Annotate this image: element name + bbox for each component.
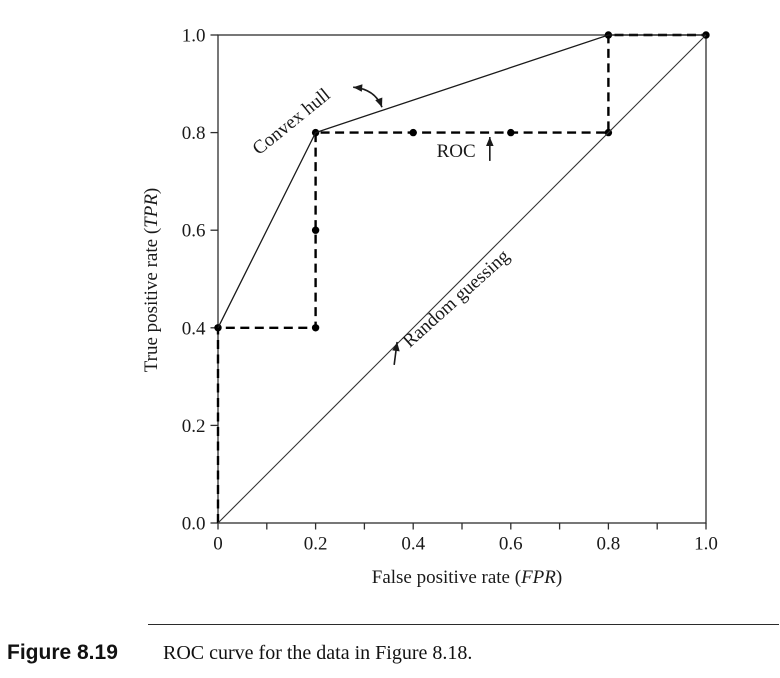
y-tick-label: 0.8 <box>182 123 206 144</box>
data-point-marker <box>409 128 417 137</box>
y-axis-title: True positive rate (TPR) <box>141 188 162 373</box>
y-tick-label: 1.0 <box>182 26 206 47</box>
arrowhead <box>353 84 363 92</box>
arrowhead <box>392 341 400 352</box>
x-tick-label: 0.8 <box>597 534 621 555</box>
y-tick-label: 0.2 <box>182 416 206 437</box>
series-random-guessing <box>217 34 707 524</box>
x-tick-label: 1.0 <box>694 534 718 555</box>
roc-label: ROC <box>437 141 476 162</box>
figure-caption-text: ROC curve for the data in Figure 8.18. <box>163 642 473 664</box>
y-tick-label: 0.4 <box>182 318 206 339</box>
series-convex-hull <box>217 34 706 329</box>
caption-divider <box>148 624 779 625</box>
arrowhead <box>375 97 383 108</box>
data-point-marker <box>507 128 515 137</box>
x-tick-label: 0.6 <box>499 534 523 555</box>
y-tick-label: 0.0 <box>182 514 206 535</box>
figure-caption: Figure 8.19 ROC curve for the data in Fi… <box>0 641 780 671</box>
x-tick-label: 0 <box>213 534 223 555</box>
figure-caption-label: Figure 8.19 <box>7 641 118 664</box>
x-tick-label: 0.2 <box>304 534 328 555</box>
arrowhead <box>486 136 494 146</box>
x-axis-title: False positive rate (FPR) <box>372 567 562 588</box>
data-point-marker <box>311 324 320 332</box>
series-roc-curve <box>216 33 706 523</box>
random-guessing-label: Random guessing <box>399 245 514 352</box>
convex-hull-arrow <box>353 86 383 108</box>
convex-hull-label: Convex hull <box>249 84 335 159</box>
data-point-marker <box>311 226 320 234</box>
y-tick-label: 0.6 <box>182 221 206 242</box>
x-tick-label: 0.4 <box>401 534 425 555</box>
roc-chart: 0 0.2 0.4 0.6 0.8 1.0 0.0 0.2 0.4 0.6 0.8 1.0 False … <box>141 26 718 589</box>
